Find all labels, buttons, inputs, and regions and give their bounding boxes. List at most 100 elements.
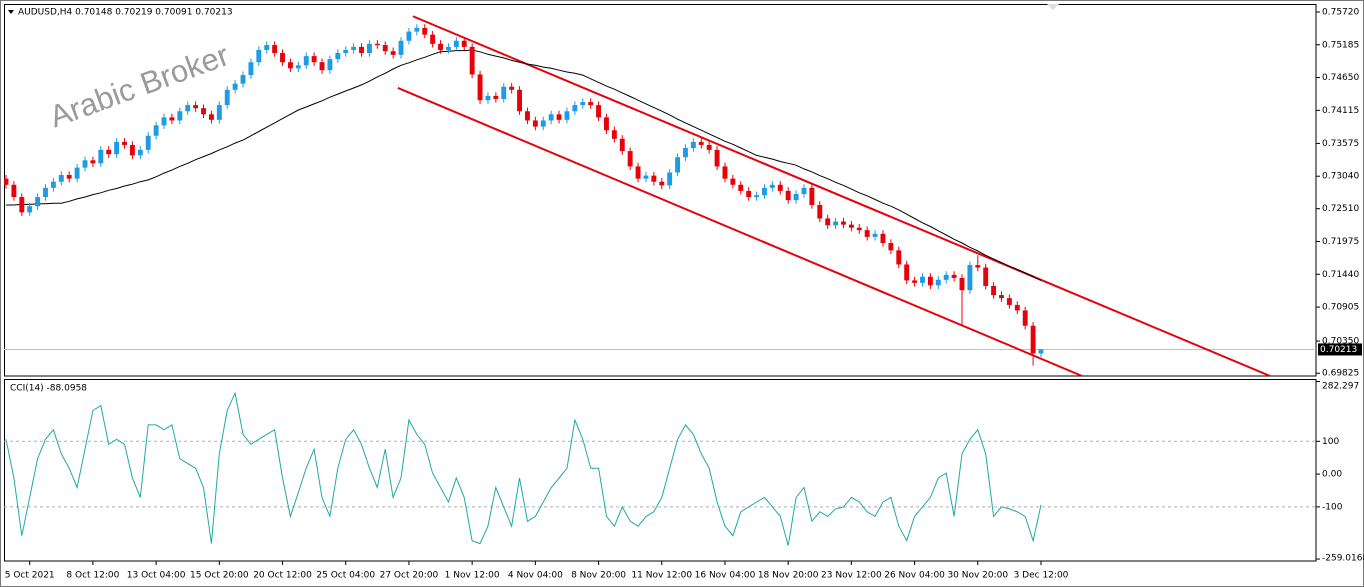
candle-body: [809, 187, 815, 206]
candle-body: [793, 193, 799, 201]
candle-body: [453, 40, 459, 47]
candle-body: [556, 114, 562, 120]
candle-body: [216, 105, 222, 120]
candle-body: [999, 295, 1004, 299]
candle-body: [975, 265, 981, 268]
y-tick-label: 0.71975: [1322, 237, 1359, 247]
candle-body: [935, 279, 941, 286]
trend-channel-line: [412, 15, 1271, 376]
candle-body: [129, 144, 135, 156]
candle-body: [485, 95, 491, 101]
shift-marker[interactable]: [1047, 4, 1059, 10]
candle-body: [98, 149, 104, 164]
candle-body: [359, 46, 364, 54]
candle-body: [248, 62, 254, 76]
y-tick-label: 0.75720: [1322, 7, 1359, 17]
y-tick-label: 0.74650: [1322, 73, 1359, 83]
candle-body: [477, 74, 483, 101]
candle-body: [714, 149, 720, 167]
candle-body: [872, 233, 878, 237]
x-tick-label: 27 Oct 20:00: [380, 571, 439, 581]
candle-body: [841, 221, 846, 225]
candle-body: [58, 174, 64, 182]
candle-body: [327, 59, 333, 71]
candle-body: [122, 141, 127, 145]
candle-body: [643, 175, 649, 179]
candle-body: [351, 46, 357, 50]
candle-body: [690, 141, 696, 149]
y-tick-label: 0.75185: [1322, 40, 1359, 50]
y-tick-label: -100: [1322, 502, 1343, 512]
candle-body: [201, 108, 206, 115]
x-tick-label: 30 Nov 20:00: [947, 571, 1008, 581]
x-tick-label: 1 Nov 12:00: [445, 571, 500, 581]
x-tick-label: 3 Dec 12:00: [1014, 571, 1069, 581]
candle-body: [264, 45, 270, 50]
candle-body: [888, 243, 894, 251]
candle-body: [90, 160, 96, 164]
candle-body: [382, 45, 388, 52]
candle-body: [1014, 304, 1020, 311]
candle-body: [659, 181, 665, 186]
x-tick-label: 5 Oct 2021: [5, 571, 55, 581]
candle-body: [675, 157, 681, 173]
candle-body: [1022, 310, 1028, 326]
candle-body: [50, 181, 56, 188]
candle-body: [445, 46, 451, 50]
symbol-menu-arrow[interactable]: [8, 10, 14, 14]
candle-body: [66, 174, 72, 179]
candle-body: [596, 105, 602, 118]
candle-body: [769, 184, 775, 188]
candle-body: [667, 172, 673, 186]
candle-body: [951, 274, 957, 278]
x-tick-label: 18 Nov 20:00: [758, 571, 819, 581]
candle-body: [651, 175, 657, 182]
candle-body: [635, 166, 641, 179]
candle-body: [43, 187, 48, 198]
y-tick-label: 0.73040: [1322, 172, 1359, 182]
candle-body: [82, 160, 88, 168]
candle-body: [280, 53, 285, 63]
x-tick-label: 15 Oct 20:00: [190, 571, 249, 581]
y-tick-label: 0.72510: [1322, 204, 1359, 214]
candle-body: [722, 166, 728, 179]
candle-body: [572, 105, 578, 112]
candle-body: [177, 111, 183, 121]
candle-body: [754, 195, 760, 198]
y-tick-label: 100: [1322, 437, 1339, 447]
x-tick-label: 11 Nov 12:00: [631, 571, 692, 581]
candle-body: [588, 102, 594, 106]
indicator: [4, 391, 1316, 546]
candle-body: [580, 102, 586, 106]
candle-body: [414, 27, 420, 32]
candle-body: [509, 86, 515, 90]
cci-panel: [4, 379, 1317, 562]
candle-body: [738, 184, 744, 191]
candle-body: [967, 265, 973, 291]
y-tick-label: 0.70350: [1322, 337, 1359, 347]
candle-body: [564, 111, 570, 120]
candle-body: [208, 114, 214, 120]
candle-body: [525, 111, 530, 121]
candle-body: [920, 276, 925, 283]
candle-body: [730, 178, 736, 185]
candle-body: [1038, 349, 1044, 354]
candle-body: [880, 233, 886, 244]
candle-body: [11, 184, 17, 198]
candle-body: [137, 149, 143, 156]
candle-body: [532, 120, 538, 127]
candle-body: [295, 65, 301, 69]
x-tick-label: 23 Nov 12:00: [821, 571, 882, 581]
y-tick-label: 0.00: [1322, 470, 1342, 480]
x-tick-label: 13 Oct 04:00: [127, 571, 186, 581]
candle-body: [943, 274, 949, 280]
candle-body: [1030, 325, 1036, 354]
candle-body: [698, 141, 704, 145]
candle-body: [272, 45, 278, 54]
candle-body: [611, 130, 617, 139]
x-tick-label: 8 Nov 20:00: [571, 571, 626, 581]
candle-body: [232, 83, 238, 90]
last-price-box: [1318, 343, 1362, 356]
candle-body: [627, 151, 633, 167]
